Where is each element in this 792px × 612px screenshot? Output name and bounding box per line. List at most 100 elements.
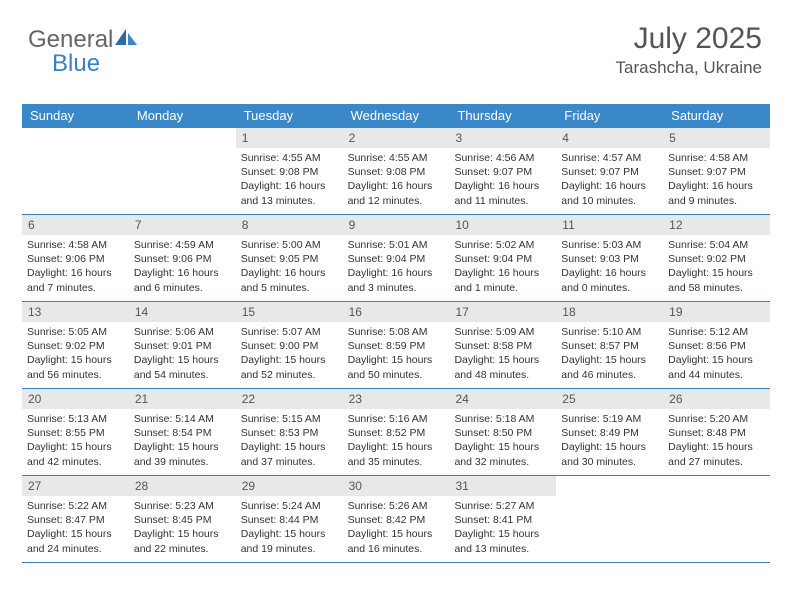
dow-cell: Saturday — [663, 104, 770, 128]
day-number: 27 — [22, 476, 129, 496]
calendar-day: 25Sunrise: 5:19 AMSunset: 8:49 PMDayligh… — [556, 389, 663, 475]
calendar-day: 13Sunrise: 5:05 AMSunset: 9:02 PMDayligh… — [22, 302, 129, 388]
day-body: Sunrise: 5:07 AMSunset: 9:00 PMDaylight:… — [236, 322, 343, 388]
calendar-day: 21Sunrise: 5:14 AMSunset: 8:54 PMDayligh… — [129, 389, 236, 475]
calendar-day: 15Sunrise: 5:07 AMSunset: 9:00 PMDayligh… — [236, 302, 343, 388]
day-number: 17 — [449, 302, 556, 322]
calendar-day: 14Sunrise: 5:06 AMSunset: 9:01 PMDayligh… — [129, 302, 236, 388]
day-body: Sunrise: 5:26 AMSunset: 8:42 PMDaylight:… — [343, 496, 450, 562]
calendar-day: 12Sunrise: 5:04 AMSunset: 9:02 PMDayligh… — [663, 215, 770, 301]
calendar-day — [663, 476, 770, 562]
day-body: Sunrise: 5:03 AMSunset: 9:03 PMDaylight:… — [556, 235, 663, 301]
logo-sail-icon — [115, 26, 137, 54]
calendar-day: 6Sunrise: 4:58 AMSunset: 9:06 PMDaylight… — [22, 215, 129, 301]
day-number: 20 — [22, 389, 129, 409]
dow-cell: Monday — [129, 104, 236, 128]
calendar-day: 28Sunrise: 5:23 AMSunset: 8:45 PMDayligh… — [129, 476, 236, 562]
day-body: Sunrise: 5:06 AMSunset: 9:01 PMDaylight:… — [129, 322, 236, 388]
day-body: Sunrise: 5:00 AMSunset: 9:05 PMDaylight:… — [236, 235, 343, 301]
calendar-day: 16Sunrise: 5:08 AMSunset: 8:59 PMDayligh… — [343, 302, 450, 388]
dow-cell: Tuesday — [236, 104, 343, 128]
day-body: Sunrise: 4:55 AMSunset: 9:08 PMDaylight:… — [236, 148, 343, 214]
dow-cell: Thursday — [449, 104, 556, 128]
calendar-day: 7Sunrise: 4:59 AMSunset: 9:06 PMDaylight… — [129, 215, 236, 301]
day-number: 13 — [22, 302, 129, 322]
day-number: 22 — [236, 389, 343, 409]
day-number: 24 — [449, 389, 556, 409]
calendar-day: 18Sunrise: 5:10 AMSunset: 8:57 PMDayligh… — [556, 302, 663, 388]
calendar-day: 23Sunrise: 5:16 AMSunset: 8:52 PMDayligh… — [343, 389, 450, 475]
logo-text-2: Blue — [52, 50, 100, 78]
day-body: Sunrise: 5:16 AMSunset: 8:52 PMDaylight:… — [343, 409, 450, 475]
calendar-week: 13Sunrise: 5:05 AMSunset: 9:02 PMDayligh… — [22, 302, 770, 389]
day-number: 29 — [236, 476, 343, 496]
day-number: 1 — [236, 128, 343, 148]
day-body: Sunrise: 5:24 AMSunset: 8:44 PMDaylight:… — [236, 496, 343, 562]
day-body: Sunrise: 5:10 AMSunset: 8:57 PMDaylight:… — [556, 322, 663, 388]
day-number: 14 — [129, 302, 236, 322]
calendar-day: 1Sunrise: 4:55 AMSunset: 9:08 PMDaylight… — [236, 128, 343, 214]
day-number: 4 — [556, 128, 663, 148]
day-number: 15 — [236, 302, 343, 322]
day-body: Sunrise: 5:19 AMSunset: 8:49 PMDaylight:… — [556, 409, 663, 475]
day-body: Sunrise: 5:20 AMSunset: 8:48 PMDaylight:… — [663, 409, 770, 475]
calendar-day — [556, 476, 663, 562]
day-number: 8 — [236, 215, 343, 235]
day-number: 10 — [449, 215, 556, 235]
day-body: Sunrise: 5:08 AMSunset: 8:59 PMDaylight:… — [343, 322, 450, 388]
month-title: July 2025 — [616, 22, 762, 56]
day-number: 26 — [663, 389, 770, 409]
calendar-day: 9Sunrise: 5:01 AMSunset: 9:04 PMDaylight… — [343, 215, 450, 301]
calendar-day: 17Sunrise: 5:09 AMSunset: 8:58 PMDayligh… — [449, 302, 556, 388]
dow-cell: Friday — [556, 104, 663, 128]
day-body: Sunrise: 5:13 AMSunset: 8:55 PMDaylight:… — [22, 409, 129, 475]
calendar-day: 2Sunrise: 4:55 AMSunset: 9:08 PMDaylight… — [343, 128, 450, 214]
day-of-week-header: SundayMondayTuesdayWednesdayThursdayFrid… — [22, 104, 770, 128]
day-number: 9 — [343, 215, 450, 235]
day-number: 2 — [343, 128, 450, 148]
day-number: 16 — [343, 302, 450, 322]
calendar-day: 24Sunrise: 5:18 AMSunset: 8:50 PMDayligh… — [449, 389, 556, 475]
location-label: Tarashcha, Ukraine — [616, 58, 762, 78]
day-number: 11 — [556, 215, 663, 235]
day-number: 5 — [663, 128, 770, 148]
calendar-week: 1Sunrise: 4:55 AMSunset: 9:08 PMDaylight… — [22, 128, 770, 215]
day-body: Sunrise: 5:18 AMSunset: 8:50 PMDaylight:… — [449, 409, 556, 475]
day-body: Sunrise: 5:22 AMSunset: 8:47 PMDaylight:… — [22, 496, 129, 562]
day-body: Sunrise: 5:05 AMSunset: 9:02 PMDaylight:… — [22, 322, 129, 388]
header-right: July 2025 Tarashcha, Ukraine — [616, 22, 762, 78]
dow-cell: Sunday — [22, 104, 129, 128]
day-number: 3 — [449, 128, 556, 148]
day-body: Sunrise: 5:15 AMSunset: 8:53 PMDaylight:… — [236, 409, 343, 475]
day-body: Sunrise: 5:01 AMSunset: 9:04 PMDaylight:… — [343, 235, 450, 301]
calendar-day: 4Sunrise: 4:57 AMSunset: 9:07 PMDaylight… — [556, 128, 663, 214]
day-number: 30 — [343, 476, 450, 496]
dow-cell: Wednesday — [343, 104, 450, 128]
calendar-day: 11Sunrise: 5:03 AMSunset: 9:03 PMDayligh… — [556, 215, 663, 301]
calendar-day: 31Sunrise: 5:27 AMSunset: 8:41 PMDayligh… — [449, 476, 556, 562]
day-number: 19 — [663, 302, 770, 322]
day-number: 21 — [129, 389, 236, 409]
calendar-day: 8Sunrise: 5:00 AMSunset: 9:05 PMDaylight… — [236, 215, 343, 301]
day-body: Sunrise: 5:04 AMSunset: 9:02 PMDaylight:… — [663, 235, 770, 301]
day-body: Sunrise: 5:27 AMSunset: 8:41 PMDaylight:… — [449, 496, 556, 562]
calendar-day — [129, 128, 236, 214]
calendar-day — [22, 128, 129, 214]
calendar-day: 19Sunrise: 5:12 AMSunset: 8:56 PMDayligh… — [663, 302, 770, 388]
day-number: 6 — [22, 215, 129, 235]
calendar-day: 26Sunrise: 5:20 AMSunset: 8:48 PMDayligh… — [663, 389, 770, 475]
day-body: Sunrise: 5:14 AMSunset: 8:54 PMDaylight:… — [129, 409, 236, 475]
calendar-day: 29Sunrise: 5:24 AMSunset: 8:44 PMDayligh… — [236, 476, 343, 562]
day-body: Sunrise: 5:09 AMSunset: 8:58 PMDaylight:… — [449, 322, 556, 388]
calendar-day: 5Sunrise: 4:58 AMSunset: 9:07 PMDaylight… — [663, 128, 770, 214]
calendar-day: 22Sunrise: 5:15 AMSunset: 8:53 PMDayligh… — [236, 389, 343, 475]
day-number: 23 — [343, 389, 450, 409]
calendar-day: 3Sunrise: 4:56 AMSunset: 9:07 PMDaylight… — [449, 128, 556, 214]
day-body: Sunrise: 4:58 AMSunset: 9:07 PMDaylight:… — [663, 148, 770, 214]
day-body: Sunrise: 4:58 AMSunset: 9:06 PMDaylight:… — [22, 235, 129, 301]
day-number: 7 — [129, 215, 236, 235]
day-body: Sunrise: 4:59 AMSunset: 9:06 PMDaylight:… — [129, 235, 236, 301]
day-number: 25 — [556, 389, 663, 409]
day-body: Sunrise: 5:12 AMSunset: 8:56 PMDaylight:… — [663, 322, 770, 388]
calendar-week: 20Sunrise: 5:13 AMSunset: 8:55 PMDayligh… — [22, 389, 770, 476]
